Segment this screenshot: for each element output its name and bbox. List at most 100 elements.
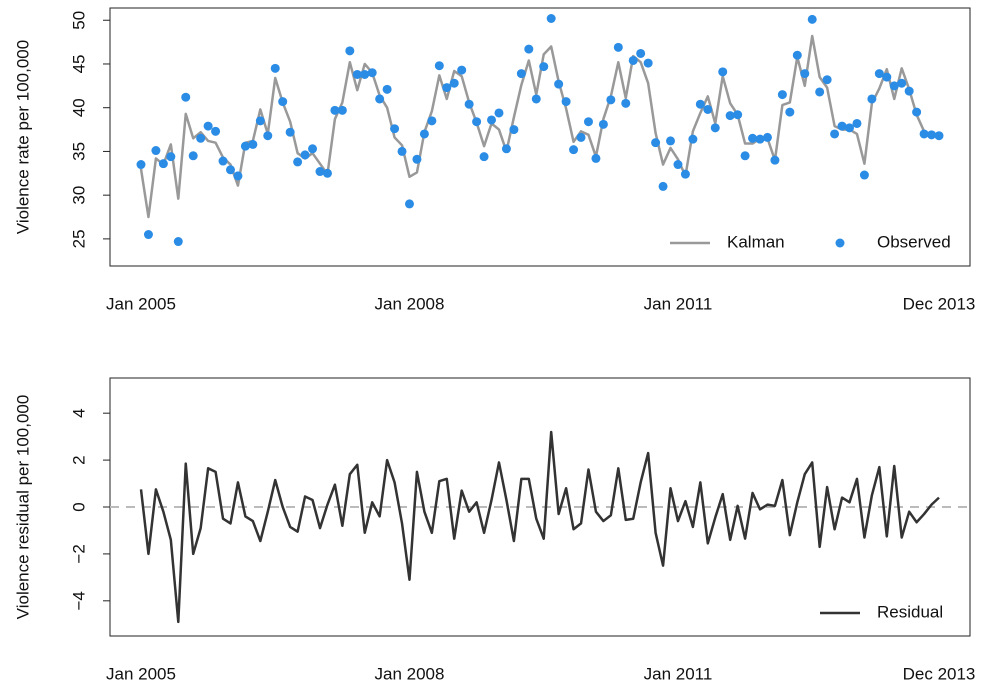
- data-point: [643, 58, 653, 68]
- data-point: [882, 72, 892, 82]
- x-tick-label: Jan 2005: [106, 664, 176, 683]
- data-point: [889, 81, 899, 91]
- data-point: [457, 65, 467, 75]
- data-point: [755, 134, 765, 144]
- data-point: [248, 139, 258, 149]
- data-point: [874, 69, 884, 79]
- legend-label: Residual: [877, 602, 943, 621]
- data-point: [442, 83, 452, 93]
- data-point: [404, 199, 414, 209]
- y-tick-label: 2: [69, 455, 88, 464]
- data-point: [509, 125, 519, 135]
- data-point: [211, 126, 221, 136]
- data-point: [598, 119, 608, 129]
- x-tick-label: Jan 2008: [375, 294, 445, 313]
- data-point: [561, 97, 571, 107]
- series-line: [139, 34, 939, 219]
- data-point: [255, 116, 265, 126]
- data-point: [233, 171, 243, 181]
- y-axis-label: Violence rate per 100,000: [13, 40, 32, 234]
- data-point: [501, 144, 511, 154]
- data-point: [308, 144, 318, 154]
- data-point: [770, 155, 780, 165]
- data-point: [531, 94, 541, 104]
- data-point: [613, 42, 623, 52]
- data-point: [569, 145, 579, 155]
- plot-frame: [109, 7, 971, 267]
- series-line: [139, 430, 940, 624]
- data-point: [845, 123, 855, 133]
- data-point: [225, 165, 235, 175]
- data-point: [449, 78, 459, 88]
- data-point: [628, 55, 638, 65]
- data-point: [330, 105, 340, 115]
- data-point: [658, 181, 668, 191]
- data-point: [583, 117, 593, 127]
- data-point: [151, 146, 161, 156]
- data-point: [352, 69, 362, 79]
- data-point: [934, 131, 944, 141]
- data-point: [375, 94, 385, 104]
- y-tick-label: 35: [69, 142, 88, 161]
- data-point: [591, 153, 601, 163]
- data-point: [412, 154, 422, 164]
- data-point: [822, 75, 832, 85]
- data-point: [240, 141, 250, 151]
- data-point: [516, 69, 526, 79]
- data-point: [859, 170, 869, 180]
- data-point: [710, 123, 720, 133]
- data-point: [539, 62, 549, 72]
- data-point: [576, 132, 586, 142]
- data-point: [196, 133, 206, 143]
- data-point: [300, 150, 310, 160]
- y-tick-label: 30: [69, 186, 88, 205]
- x-tick-label: Jan 2011: [644, 294, 713, 313]
- data-point: [718, 67, 728, 77]
- y-tick-label: 40: [69, 98, 88, 117]
- data-point: [815, 87, 825, 97]
- data-point: [554, 79, 564, 89]
- x-tick-label: Jan 2011: [644, 664, 713, 683]
- y-tick-label: −2: [69, 544, 88, 563]
- data-point: [322, 168, 332, 178]
- data-point: [762, 132, 772, 142]
- data-point: [397, 146, 407, 156]
- data-point: [651, 138, 661, 148]
- data-point: [345, 46, 355, 56]
- legend-label: Kalman: [727, 232, 785, 251]
- data-point: [285, 127, 295, 137]
- data-point: [703, 104, 713, 114]
- data-point: [270, 63, 280, 73]
- data-point: [382, 84, 392, 94]
- legend-label: Observed: [877, 232, 951, 251]
- data-point: [733, 110, 743, 120]
- data-point: [867, 94, 877, 104]
- data-point: [143, 230, 153, 240]
- data-point: [524, 44, 534, 54]
- data-point: [263, 131, 273, 141]
- data-point: [807, 14, 817, 24]
- data-point: [419, 129, 429, 139]
- x-tick-label: Jan 2005: [106, 294, 176, 313]
- data-point: [427, 116, 437, 126]
- data-point: [218, 156, 228, 166]
- data-point: [166, 152, 176, 162]
- data-point: [434, 61, 444, 71]
- data-point: [725, 111, 735, 121]
- data-point: [337, 105, 347, 115]
- y-tick-label: 4: [69, 408, 88, 417]
- data-point: [666, 136, 676, 146]
- data-point: [278, 97, 288, 107]
- data-point: [837, 121, 847, 131]
- y-axis-label: Violence residual per 100,000: [13, 395, 32, 620]
- data-point: [680, 169, 690, 179]
- data-point: [912, 107, 922, 117]
- data-point: [472, 117, 482, 127]
- data-point: [695, 99, 705, 109]
- data-point: [390, 124, 400, 134]
- data-point: [315, 167, 325, 177]
- data-point: [181, 92, 191, 102]
- data-point: [464, 99, 474, 109]
- data-point: [792, 50, 802, 60]
